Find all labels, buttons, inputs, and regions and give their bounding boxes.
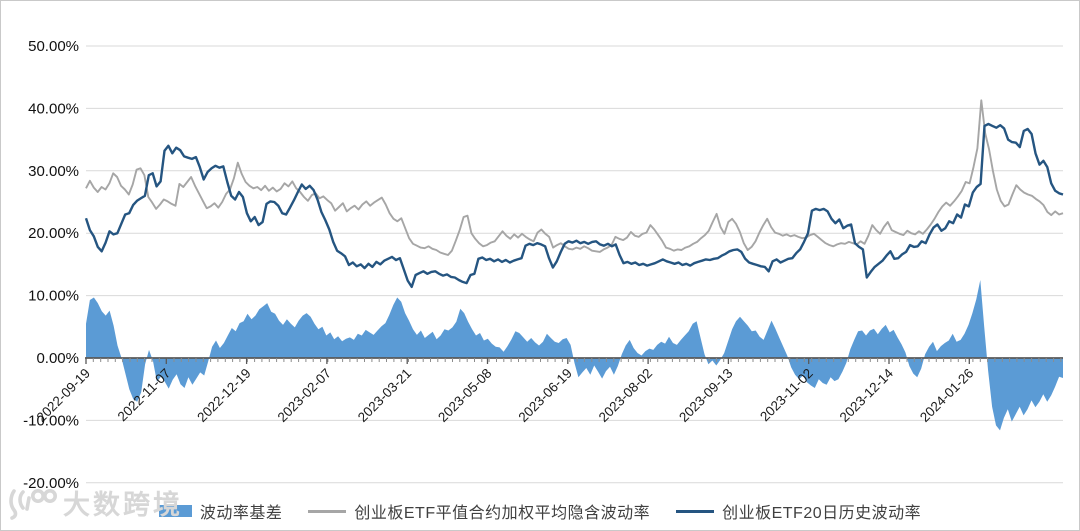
svg-text:-20.00%: -20.00%	[23, 475, 79, 492]
svg-text:2023-09-13: 2023-09-13	[676, 366, 735, 425]
svg-text:0.00%: 0.00%	[36, 350, 79, 367]
svg-text:2023-06-19: 2023-06-19	[515, 366, 574, 425]
svg-text:2023-12-14: 2023-12-14	[837, 365, 897, 425]
svg-text:2023-11-02: 2023-11-02	[757, 366, 816, 425]
svg-text:40.00%: 40.00%	[28, 100, 79, 117]
svg-text:10.00%: 10.00%	[28, 288, 79, 305]
svg-text:2022-11-07: 2022-11-07	[115, 366, 174, 425]
svg-text:20.00%: 20.00%	[28, 225, 79, 242]
svg-text:2023-08-02: 2023-08-02	[596, 366, 655, 425]
svg-text:2023-03-21: 2023-03-21	[355, 366, 414, 425]
svg-text:30.00%: 30.00%	[28, 163, 79, 180]
svg-text:2023-02-07: 2023-02-07	[275, 366, 334, 425]
svg-text:2024-01-26: 2024-01-26	[917, 366, 976, 425]
svg-text:50.00%: 50.00%	[28, 38, 79, 55]
svg-text:-10.00%: -10.00%	[23, 412, 79, 429]
svg-text:2023-05-08: 2023-05-08	[435, 366, 494, 425]
